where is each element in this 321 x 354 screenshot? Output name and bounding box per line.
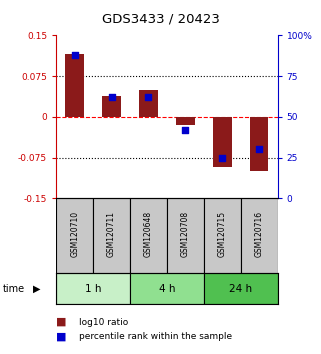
Bar — [102, 96, 121, 117]
Text: GSM120716: GSM120716 — [255, 211, 264, 257]
Bar — [213, 117, 231, 167]
Text: GSM120710: GSM120710 — [70, 211, 79, 257]
Text: percentile rank within the sample: percentile rank within the sample — [79, 332, 232, 341]
Bar — [93, 198, 130, 273]
Text: 1 h: 1 h — [85, 284, 101, 293]
Bar — [130, 198, 167, 273]
Bar — [204, 273, 278, 304]
Text: GSM120648: GSM120648 — [144, 211, 153, 257]
Text: time: time — [3, 284, 25, 293]
Bar — [56, 273, 130, 304]
Point — [72, 52, 77, 58]
Point — [220, 155, 225, 160]
Point — [109, 95, 114, 100]
Bar — [204, 198, 241, 273]
Bar — [139, 90, 158, 117]
Text: GSM120708: GSM120708 — [181, 211, 190, 257]
Bar — [176, 117, 195, 125]
Point — [146, 95, 151, 100]
Text: GSM120715: GSM120715 — [218, 211, 227, 257]
Text: GSM120711: GSM120711 — [107, 211, 116, 257]
Bar — [167, 198, 204, 273]
Text: 4 h: 4 h — [159, 284, 175, 293]
Text: log10 ratio: log10 ratio — [79, 318, 128, 327]
Text: ■: ■ — [56, 331, 67, 341]
Text: ■: ■ — [56, 317, 67, 327]
Bar — [241, 198, 278, 273]
Bar — [65, 55, 84, 117]
Text: 24 h: 24 h — [229, 284, 252, 293]
Point — [256, 147, 262, 152]
Bar — [250, 117, 268, 171]
Bar — [130, 273, 204, 304]
Bar — [56, 198, 93, 273]
Text: ▶: ▶ — [33, 284, 41, 293]
Text: GDS3433 / 20423: GDS3433 / 20423 — [101, 12, 220, 25]
Point — [183, 127, 188, 133]
